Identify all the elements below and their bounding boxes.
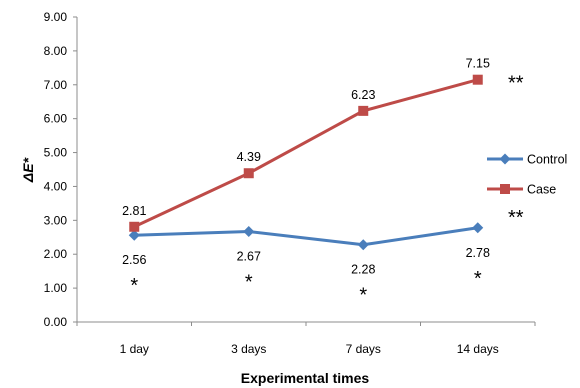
- legend-swatch-marker: [499, 153, 511, 165]
- significance-marker: *: [245, 272, 253, 294]
- y-tick-label: 9.00: [44, 10, 68, 24]
- significance-annotations: * *******: [130, 73, 523, 307]
- case-data-point: [472, 74, 483, 85]
- legend-label: Control: [527, 153, 567, 167]
- x-axis-title: Experimental times: [241, 370, 370, 386]
- control-data-point: [357, 239, 369, 251]
- plot-area: 0.00 1.00 2.00 3.00 4.00 5.00 6.00 7.00 8.00 9.00…: [44, 10, 536, 356]
- y-tick-label: 1.00: [44, 281, 68, 295]
- control-data-point: [128, 229, 140, 241]
- y-tick-label: 3.00: [44, 213, 68, 227]
- case-data-label: 7.15: [466, 57, 490, 71]
- y-axis-title: ΔE*: [20, 157, 36, 183]
- control-data-point: [472, 222, 484, 234]
- y-tick-label: 7.00: [44, 78, 68, 92]
- case-data-point: [358, 105, 369, 116]
- series-layer: [128, 74, 484, 251]
- x-tick-label: 1 day: [120, 342, 149, 356]
- case-data-label: 6.23: [351, 88, 375, 102]
- y-tick-label: 2.00: [44, 247, 68, 261]
- y-tick-label: 6.00: [44, 112, 68, 126]
- data-labels: 2.56 2.67 2.28 2.78 2.81 4.39 6.23 7.15: [122, 57, 490, 277]
- significance-marker: *: [474, 268, 482, 290]
- y-tick-label: 4.00: [44, 179, 68, 193]
- control-data-label: 2.78: [466, 246, 490, 260]
- y-tick-label: 0.00: [44, 315, 68, 329]
- x-tick-label: 3 days: [231, 342, 266, 356]
- x-axis-ticks: 1 day 3 days 7 days 14 days: [76, 322, 536, 356]
- y-axis-ticks: 0.00 1.00 2.00 3.00 4.00 5.00 6.00 7.00 8.00 9.00: [44, 10, 77, 329]
- control-significance-marker: **: [508, 207, 524, 229]
- legend-item-control: Control: [487, 153, 567, 167]
- case-data-label: 4.39: [237, 150, 261, 164]
- x-tick-label: 7 days: [346, 342, 381, 356]
- control-data-label: 2.67: [237, 250, 261, 264]
- control-data-label: 2.56: [122, 253, 146, 267]
- case-data-point: [243, 168, 254, 179]
- control-data-point: [243, 226, 255, 238]
- significance-marker: *: [130, 275, 138, 297]
- control-data-label: 2.28: [351, 263, 375, 277]
- y-tick-label: 8.00: [44, 44, 68, 58]
- case-data-point: [129, 221, 140, 232]
- significance-marker: *: [359, 285, 367, 307]
- case-significance-marker: **: [508, 73, 524, 95]
- control-series-line: [134, 226, 478, 247]
- case-series-line: [133, 78, 479, 229]
- x-tick-label: 14 days: [457, 342, 499, 356]
- legend: Control Case: [487, 153, 567, 197]
- y-tick-label: 5.00: [44, 146, 68, 160]
- case-data-label: 2.81: [122, 204, 146, 218]
- legend-item-case: Case: [487, 183, 556, 197]
- legend-label: Case: [527, 183, 556, 197]
- legend-swatch-marker: [500, 184, 510, 194]
